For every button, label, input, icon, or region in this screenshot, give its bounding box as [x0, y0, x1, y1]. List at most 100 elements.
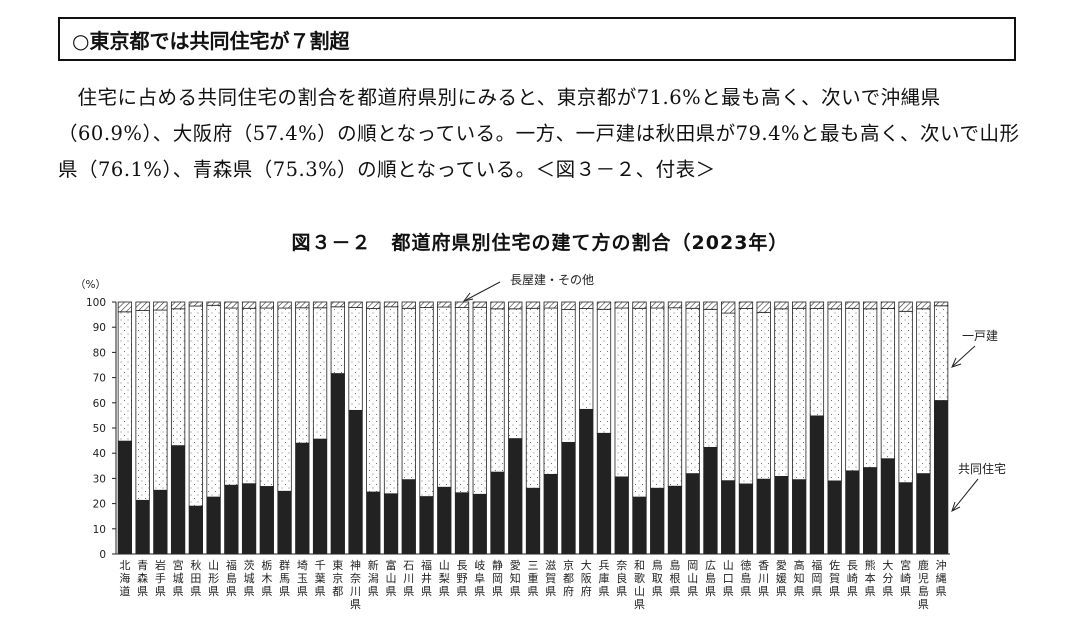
- bar-other-岩手県: [153, 301, 168, 311]
- bar-ikko-山梨県: [437, 306, 452, 488]
- bar-other-滋賀県: [543, 301, 558, 309]
- x-tick-label-山梨県: 県: [439, 585, 450, 598]
- x-tick-label-神奈川県: 奈: [350, 571, 361, 585]
- x-tick-label-長崎県: 崎: [847, 571, 858, 585]
- annotation-ikko: 一戸建: [962, 329, 998, 343]
- bar-ikko-福井県: [419, 307, 434, 497]
- annotation-other: 長屋建・その他: [510, 273, 594, 287]
- stacked-bar-chart: 0102030405060708090100（%）北海道青森県岩手県宮城県秋田県…: [75, 273, 1006, 611]
- y-tick-label: 30: [93, 473, 106, 485]
- bar-kyodo-群馬県: [277, 490, 292, 555]
- x-tick-label-青森県: 県: [137, 585, 148, 598]
- bar-ikko-徳島県: [738, 308, 754, 485]
- x-tick-label-富山県: 山: [386, 572, 397, 585]
- x-tick-label-福井県: 井: [421, 571, 432, 585]
- x-tick-label-鹿児島県: 島: [918, 584, 929, 598]
- x-tick-label-山梨県: 山: [439, 559, 450, 572]
- x-tick-label-和歌山県: 山: [634, 585, 645, 598]
- bar-kyodo-兵庫県: [596, 432, 612, 555]
- x-tick-label-熊本県: 熊: [865, 558, 876, 572]
- bar-other-愛媛県: [774, 301, 789, 310]
- x-tick-label-鳥取県: 鳥: [652, 558, 663, 572]
- x-tick-label-福井県: 福: [421, 558, 432, 572]
- x-tick-label-東京都: 都: [332, 585, 343, 598]
- bar-kyodo-栃木県: [259, 486, 274, 555]
- bar-kyodo-熊本県: [863, 467, 878, 555]
- x-tick-label-愛知県: 知: [510, 571, 521, 585]
- bar-ikko-島根県: [667, 307, 683, 487]
- bar-ikko-岡山県: [685, 307, 700, 475]
- bar-kyodo-佐賀県: [827, 480, 842, 555]
- x-tick-label-宮城県: 城: [173, 572, 184, 585]
- x-tick-label-青森県: 森: [137, 571, 148, 585]
- bar-ikko-岐阜県: [472, 306, 487, 495]
- bar-kyodo-千葉県: [312, 438, 328, 555]
- bar-ikko-栃木県: [259, 307, 274, 487]
- bar-other-三重県: [525, 301, 541, 309]
- x-tick-label-長崎県: 県: [847, 585, 858, 598]
- bar-kyodo-香川県: [756, 478, 771, 555]
- x-tick-label-新潟県: 県: [368, 585, 379, 598]
- y-tick-label: 40: [93, 448, 106, 460]
- x-tick-label-岡山県: 山: [687, 572, 698, 585]
- bar-kyodo-岩手県: [153, 489, 168, 555]
- bar-kyodo-長野県: [454, 492, 470, 555]
- x-tick-label-三重県: 県: [528, 585, 539, 598]
- x-tick-label-山形県: 県: [208, 585, 219, 598]
- x-tick-label-岡山県: 県: [687, 585, 698, 598]
- x-tick-label-和歌山県: 歌: [634, 571, 645, 585]
- y-tick-label: 50: [93, 423, 106, 435]
- x-tick-label-高知県: 高: [794, 558, 805, 572]
- bar-kyodo-新潟県: [366, 491, 381, 555]
- x-tick-label-福島県: 島: [226, 571, 237, 585]
- annotation-other-arrow: [465, 281, 501, 301]
- bar-other-石川県: [401, 301, 416, 309]
- bar-other-北海道: [117, 301, 133, 313]
- bar-ikko-東京都: [330, 306, 345, 374]
- x-tick-label-広島県: 広: [705, 559, 716, 572]
- bar-ikko-高知県: [792, 307, 807, 481]
- x-tick-label-宮崎県: 県: [900, 585, 911, 598]
- x-tick-label-長野県: 県: [457, 585, 468, 598]
- bar-other-熊本県: [863, 301, 878, 310]
- bar-other-埼玉県: [295, 301, 310, 309]
- y-tick-label: 90: [93, 322, 106, 334]
- bar-kyodo-島根県: [667, 485, 683, 555]
- x-tick-label-兵庫県: 兵: [598, 559, 609, 572]
- bar-other-島根県: [667, 301, 683, 309]
- x-tick-label-和歌山県: 県: [634, 598, 645, 611]
- y-tick-label: 10: [93, 524, 106, 536]
- bar-ikko-秋田県: [188, 305, 203, 507]
- bar-ikko-岩手県: [153, 309, 168, 491]
- x-tick-label-岩手県: 手: [155, 571, 166, 585]
- annotation-kyodo-arrowhead: [951, 501, 961, 512]
- bar-kyodo-滋賀県: [543, 473, 558, 555]
- bar-other-京都府: [561, 301, 576, 310]
- bar-other-山形県: [206, 301, 221, 306]
- bar-other-青森県: [135, 301, 150, 311]
- bar-other-茨城県: [241, 301, 257, 309]
- bar-ikko-千葉県: [312, 307, 328, 440]
- bar-kyodo-埼玉県: [295, 442, 310, 555]
- x-tick-label-栃木県: 栃: [261, 558, 272, 572]
- annotation-kyodo: 共同住宅: [958, 461, 1006, 476]
- bar-other-鳥取県: [650, 301, 665, 309]
- bar-ikko-熊本県: [863, 308, 878, 468]
- bar-ikko-広島県: [703, 308, 718, 448]
- x-tick-label-滋賀県: 県: [545, 585, 556, 598]
- x-tick-label-山梨県: 梨: [439, 571, 450, 585]
- bar-ikko-奈良県: [614, 307, 629, 478]
- bar-other-鹿児島県: [916, 301, 931, 310]
- bar-ikko-沖縄県: [933, 305, 949, 401]
- bar-other-兵庫県: [596, 301, 612, 310]
- bar-other-大分県: [880, 301, 896, 309]
- figure-title: 図３－２ 都道府県別住宅の建て方の割合（2023年）: [291, 232, 789, 254]
- bar-kyodo-山梨県: [437, 486, 452, 555]
- x-tick-label-宮崎県: 崎: [900, 571, 911, 585]
- bar-ikko-茨城県: [241, 307, 257, 485]
- x-tick-label-奈良県: 県: [616, 585, 627, 598]
- bar-kyodo-鳥取県: [650, 487, 665, 555]
- bar-ikko-大阪府: [579, 308, 594, 410]
- bar-other-香川県: [756, 301, 771, 313]
- x-tick-label-岩手県: 県: [155, 585, 166, 598]
